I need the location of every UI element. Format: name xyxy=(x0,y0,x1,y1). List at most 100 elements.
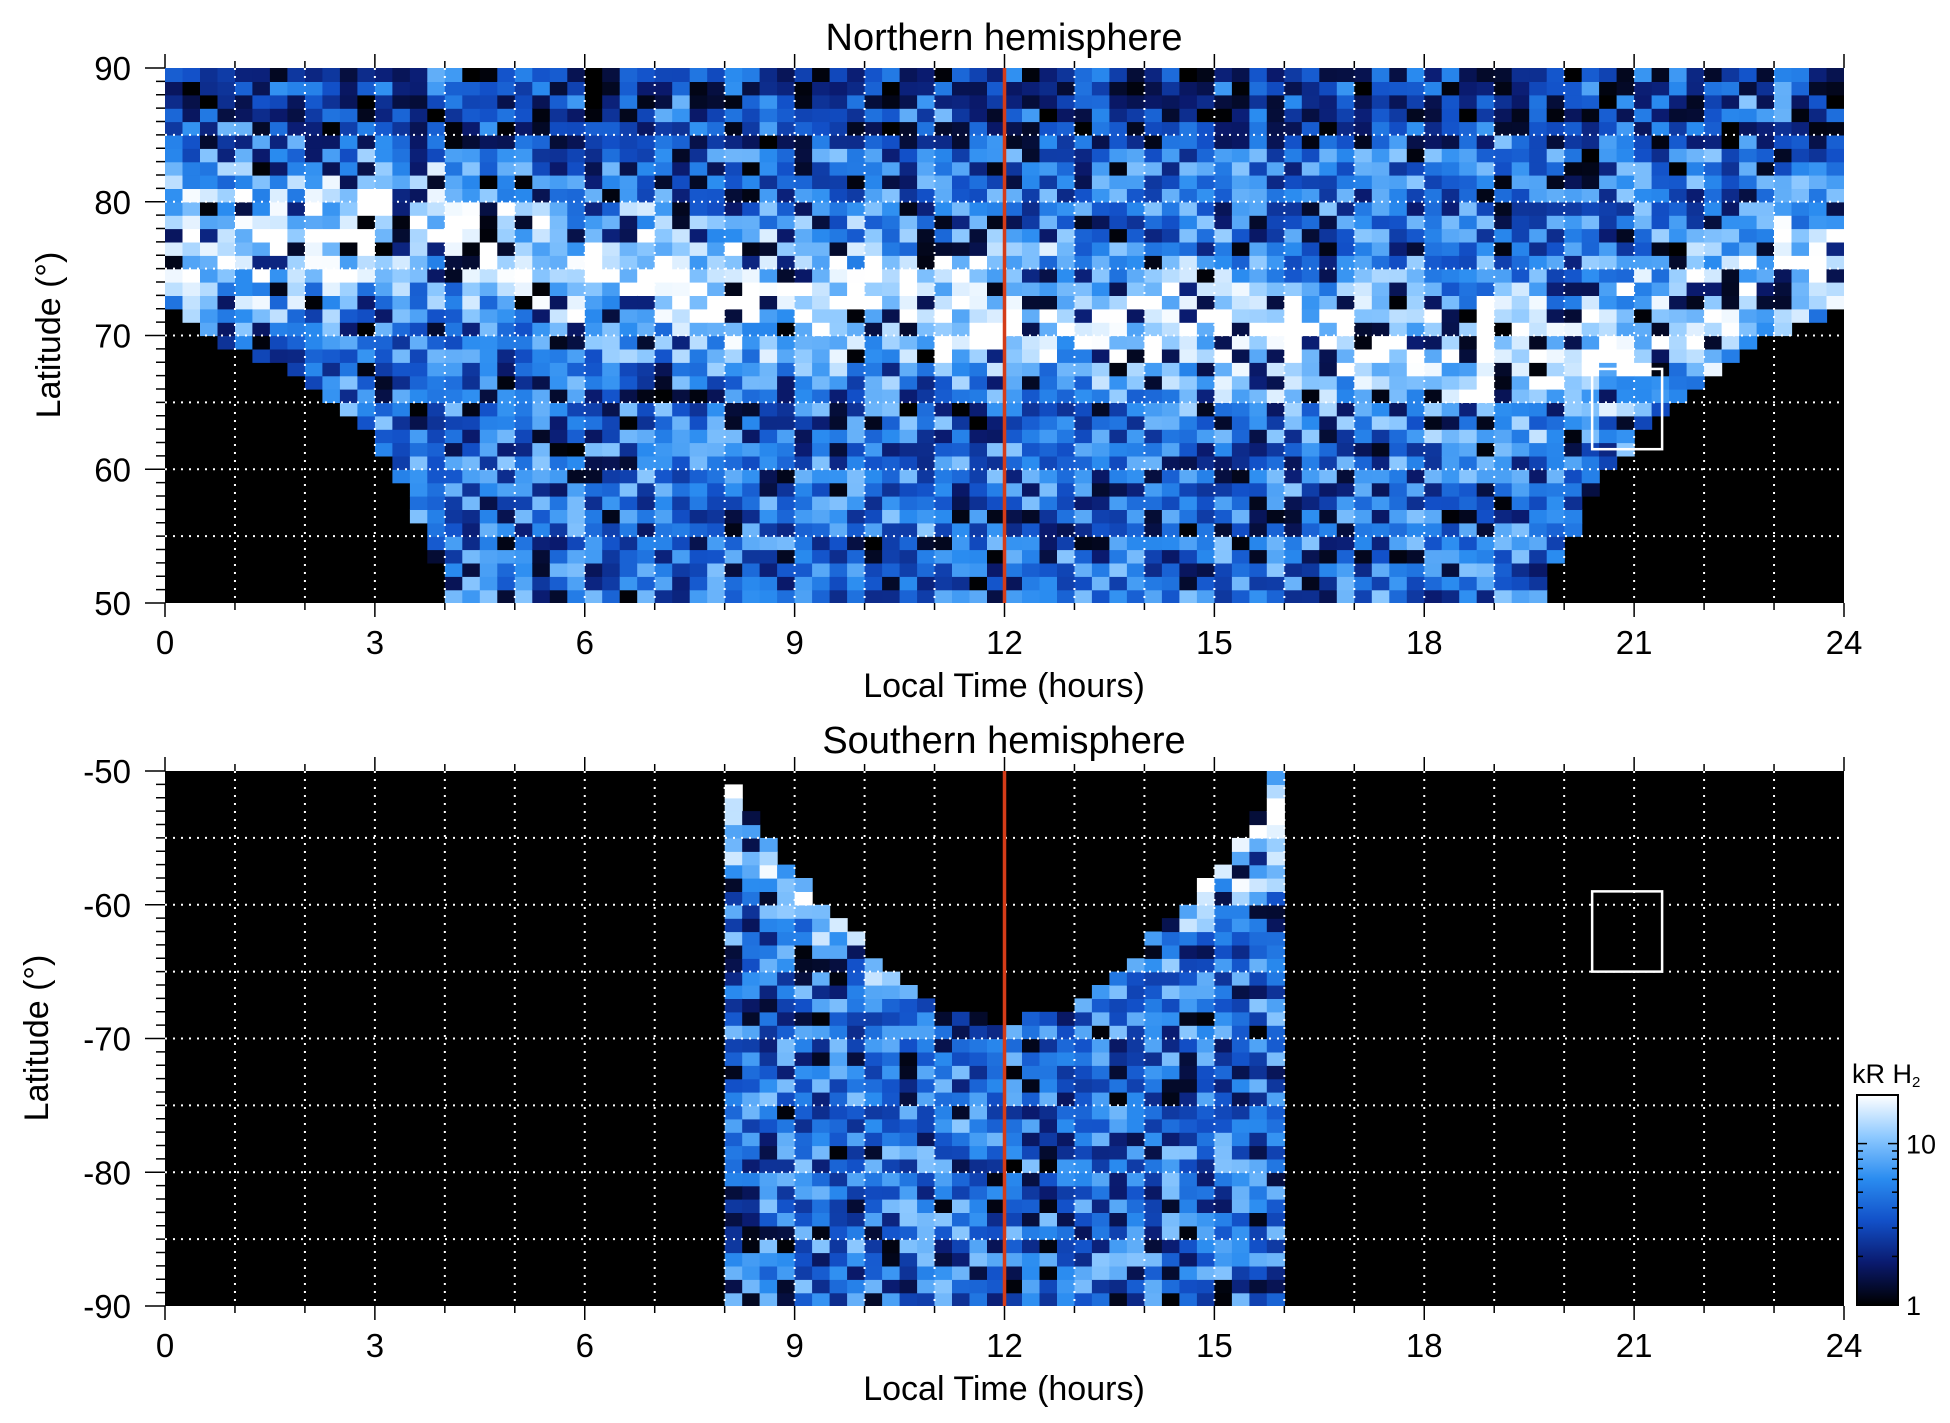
heatmap-cell xyxy=(1739,81,1758,96)
heatmap-cell xyxy=(812,1145,831,1160)
heatmap-cell xyxy=(1109,1145,1128,1160)
heatmap-cell xyxy=(1161,1172,1180,1187)
heatmap-cell xyxy=(1022,1025,1041,1040)
heatmap-cell xyxy=(392,134,411,149)
heatmap-cell xyxy=(1581,482,1600,497)
heatmap-cell xyxy=(742,241,761,256)
heatmap-cell xyxy=(759,562,778,577)
heatmap-cell xyxy=(357,322,376,337)
heatmap-cell xyxy=(1039,201,1058,216)
heatmap-cell xyxy=(847,1292,866,1306)
heatmap-cell xyxy=(1214,134,1233,149)
heatmap-cell xyxy=(952,415,971,430)
heatmap-cell xyxy=(952,241,971,256)
heatmap-cell xyxy=(1616,282,1635,296)
heatmap-cell xyxy=(1004,1105,1023,1120)
heatmap-cell xyxy=(829,1092,848,1106)
heatmap-cell xyxy=(567,549,586,564)
heatmap-cell xyxy=(1669,81,1688,96)
heatmap-cell xyxy=(1354,362,1373,377)
heatmap-cell xyxy=(1214,1092,1233,1106)
heatmap-cell xyxy=(1634,175,1653,189)
heatmap-cell xyxy=(462,308,481,323)
heatmap-cell xyxy=(1022,362,1041,377)
heatmap-cell xyxy=(1039,1279,1058,1294)
heatmap-cell xyxy=(1424,322,1443,337)
heatmap-cell xyxy=(1004,241,1023,256)
heatmap-cell xyxy=(444,322,463,337)
heatmap-cell xyxy=(1739,322,1758,337)
heatmap-cell xyxy=(934,415,953,430)
heatmap-cell xyxy=(1284,255,1303,270)
heatmap-cell xyxy=(1476,589,1495,603)
heatmap-cell xyxy=(1529,536,1548,551)
heatmap-cell xyxy=(497,121,516,136)
heatmap-cell xyxy=(409,215,428,230)
heatmap-cell xyxy=(742,148,761,163)
heatmap-cell xyxy=(1144,1199,1163,1213)
heatmap-cell xyxy=(1441,496,1460,510)
heatmap-cell xyxy=(1511,536,1530,551)
heatmap-cell xyxy=(1161,389,1180,403)
heatmap-cell xyxy=(1004,81,1023,96)
heatmap-cell xyxy=(1669,188,1688,203)
heatmap-cell xyxy=(392,161,411,176)
heatmap-cell xyxy=(1249,1172,1268,1187)
heatmap-cell xyxy=(1634,68,1653,82)
heatmap-cell xyxy=(1669,362,1688,377)
heatmap-cell xyxy=(672,175,691,189)
heatmap-cell xyxy=(1546,228,1565,243)
heatmap-cell xyxy=(549,455,568,470)
heatmap-cell xyxy=(1529,522,1548,537)
heatmap-cell xyxy=(1406,108,1425,123)
heatmap-cell xyxy=(1511,522,1530,537)
heatmap-cell xyxy=(567,469,586,484)
heatmap-cell xyxy=(619,549,638,564)
heatmap-cell xyxy=(969,429,988,444)
heatmap-cell xyxy=(514,389,533,403)
heatmap-cell xyxy=(374,228,393,243)
heatmap-cell xyxy=(1476,442,1495,457)
heatmap-cell xyxy=(619,589,638,603)
heatmap-cell xyxy=(1057,1279,1076,1294)
heatmap-cell xyxy=(1022,1051,1041,1066)
heatmap-cell xyxy=(1686,121,1705,136)
heatmap-cell xyxy=(462,268,481,283)
heatmap-cell xyxy=(707,161,726,176)
heatmap-cell xyxy=(637,536,656,551)
heatmap-cell xyxy=(1354,228,1373,243)
heatmap-cell xyxy=(1266,482,1285,497)
heatmap-cell xyxy=(252,215,271,230)
heatmap-cell xyxy=(812,335,831,350)
heatmap-cell xyxy=(1196,108,1215,123)
heatmap-cell xyxy=(339,375,358,390)
heatmap-cell xyxy=(812,931,831,946)
heatmap-cell xyxy=(654,589,673,603)
heatmap-cell xyxy=(1301,482,1320,497)
heatmap-cell xyxy=(1389,455,1408,470)
heatmap-cell xyxy=(427,268,446,283)
heatmap-cell xyxy=(1196,985,1215,999)
heatmap-cell xyxy=(847,282,866,296)
heatmap-cell xyxy=(1616,295,1635,310)
heatmap-cell xyxy=(269,282,288,296)
heatmap-cell xyxy=(899,1185,918,1200)
heatmap-cell xyxy=(952,1145,971,1160)
heatmap-cell xyxy=(1231,1252,1250,1267)
heatmap-cell xyxy=(829,322,848,337)
heatmap-cell xyxy=(584,282,603,296)
heatmap-cell xyxy=(479,375,498,390)
heatmap-cell xyxy=(1144,322,1163,337)
heatmap-cell xyxy=(987,215,1006,230)
heatmap-cell xyxy=(1581,188,1600,203)
heatmap-cell xyxy=(1126,268,1145,283)
heatmap-cell xyxy=(1406,121,1425,136)
heatmap-cell xyxy=(952,201,971,216)
heatmap-cell xyxy=(934,469,953,484)
heatmap-cell xyxy=(1546,442,1565,457)
heatmap-cell xyxy=(392,429,411,444)
heatmap-cell xyxy=(1179,255,1198,270)
heatmap-cell xyxy=(829,971,848,986)
heatmap-cell xyxy=(1301,335,1320,350)
heatmap-cell xyxy=(1424,68,1443,82)
